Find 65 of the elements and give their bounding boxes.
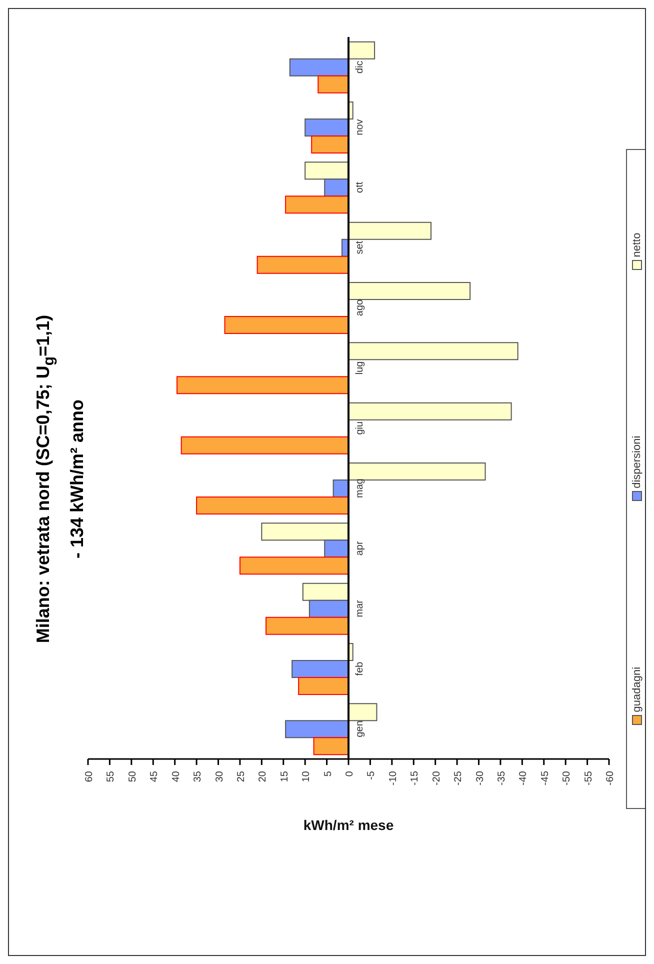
x-tick-label: 15 <box>279 770 290 782</box>
y-tick-label: nov <box>354 119 366 136</box>
bar <box>239 556 349 575</box>
bar <box>224 316 349 334</box>
x-tick-label: 40 <box>170 770 182 782</box>
bar <box>256 256 349 274</box>
y-tick-label: set <box>354 240 366 254</box>
bar <box>311 135 349 154</box>
y-tick-label: giu <box>354 421 366 435</box>
bar <box>348 703 378 722</box>
bar <box>176 376 349 394</box>
x-tick-label: 50 <box>127 770 138 782</box>
x-tick-label: -55 <box>583 770 594 786</box>
text: dispersioni <box>631 436 643 490</box>
bar <box>304 118 349 136</box>
x-tick-label: 25 <box>236 770 247 782</box>
bar <box>285 720 349 738</box>
y-tick-label: ott <box>354 182 366 193</box>
x-tick-label: -30 <box>474 770 486 786</box>
x-tick-label: 5 <box>322 770 334 777</box>
x-tick-label: -10 <box>388 770 399 786</box>
bar <box>348 222 432 240</box>
bar <box>318 75 349 94</box>
x-tick-label: -60 <box>605 770 616 786</box>
bar <box>348 342 518 360</box>
bar <box>180 436 349 454</box>
bar <box>313 737 349 756</box>
x-tick-label: 45 <box>149 770 160 782</box>
y-tick-label: dic <box>354 60 366 74</box>
x-tick-label: -25 <box>453 770 464 786</box>
x-tick-label: 10 <box>301 770 312 782</box>
bar <box>289 58 349 76</box>
x-tick-label: -5 <box>366 770 378 780</box>
y-tick-label: apr <box>354 540 366 556</box>
bar <box>196 496 349 514</box>
x-tick-label: 35 <box>192 770 204 782</box>
y-tick-label: ago <box>354 298 366 316</box>
x-tick-label: 60 <box>84 770 95 782</box>
text: guadagni <box>631 666 643 714</box>
y-tick-label: mag <box>354 478 366 498</box>
y-tick-label: gen <box>354 720 366 738</box>
x-tick-label: -35 <box>496 770 508 786</box>
text: netto <box>631 232 643 260</box>
bar <box>348 282 471 300</box>
bar <box>298 676 349 695</box>
bar <box>285 196 349 214</box>
y-tick-label: feb <box>354 661 366 676</box>
x-tick-label: 55 <box>106 770 117 782</box>
x-tick-label: 20 <box>258 770 269 782</box>
bar <box>266 616 349 635</box>
x-tick-label: -45 <box>540 770 551 786</box>
y-tick-label: lug <box>354 361 366 375</box>
x-tick-label: -20 <box>431 770 442 786</box>
bar <box>348 462 486 480</box>
x-tick-label: 0 <box>344 770 356 777</box>
x-tick-label: 30 <box>214 770 226 782</box>
bar <box>292 660 349 678</box>
x-tick-label: -50 <box>562 770 573 786</box>
bar <box>348 41 376 60</box>
x-tick-label: -40 <box>518 770 530 786</box>
bar <box>348 402 512 420</box>
y-tick-label: mar <box>354 599 366 618</box>
x-axis-title: kWh/m² mese <box>303 817 394 833</box>
x-tick-label: -15 <box>410 770 421 786</box>
text: - 134 kWh/m² anno <box>67 399 87 559</box>
